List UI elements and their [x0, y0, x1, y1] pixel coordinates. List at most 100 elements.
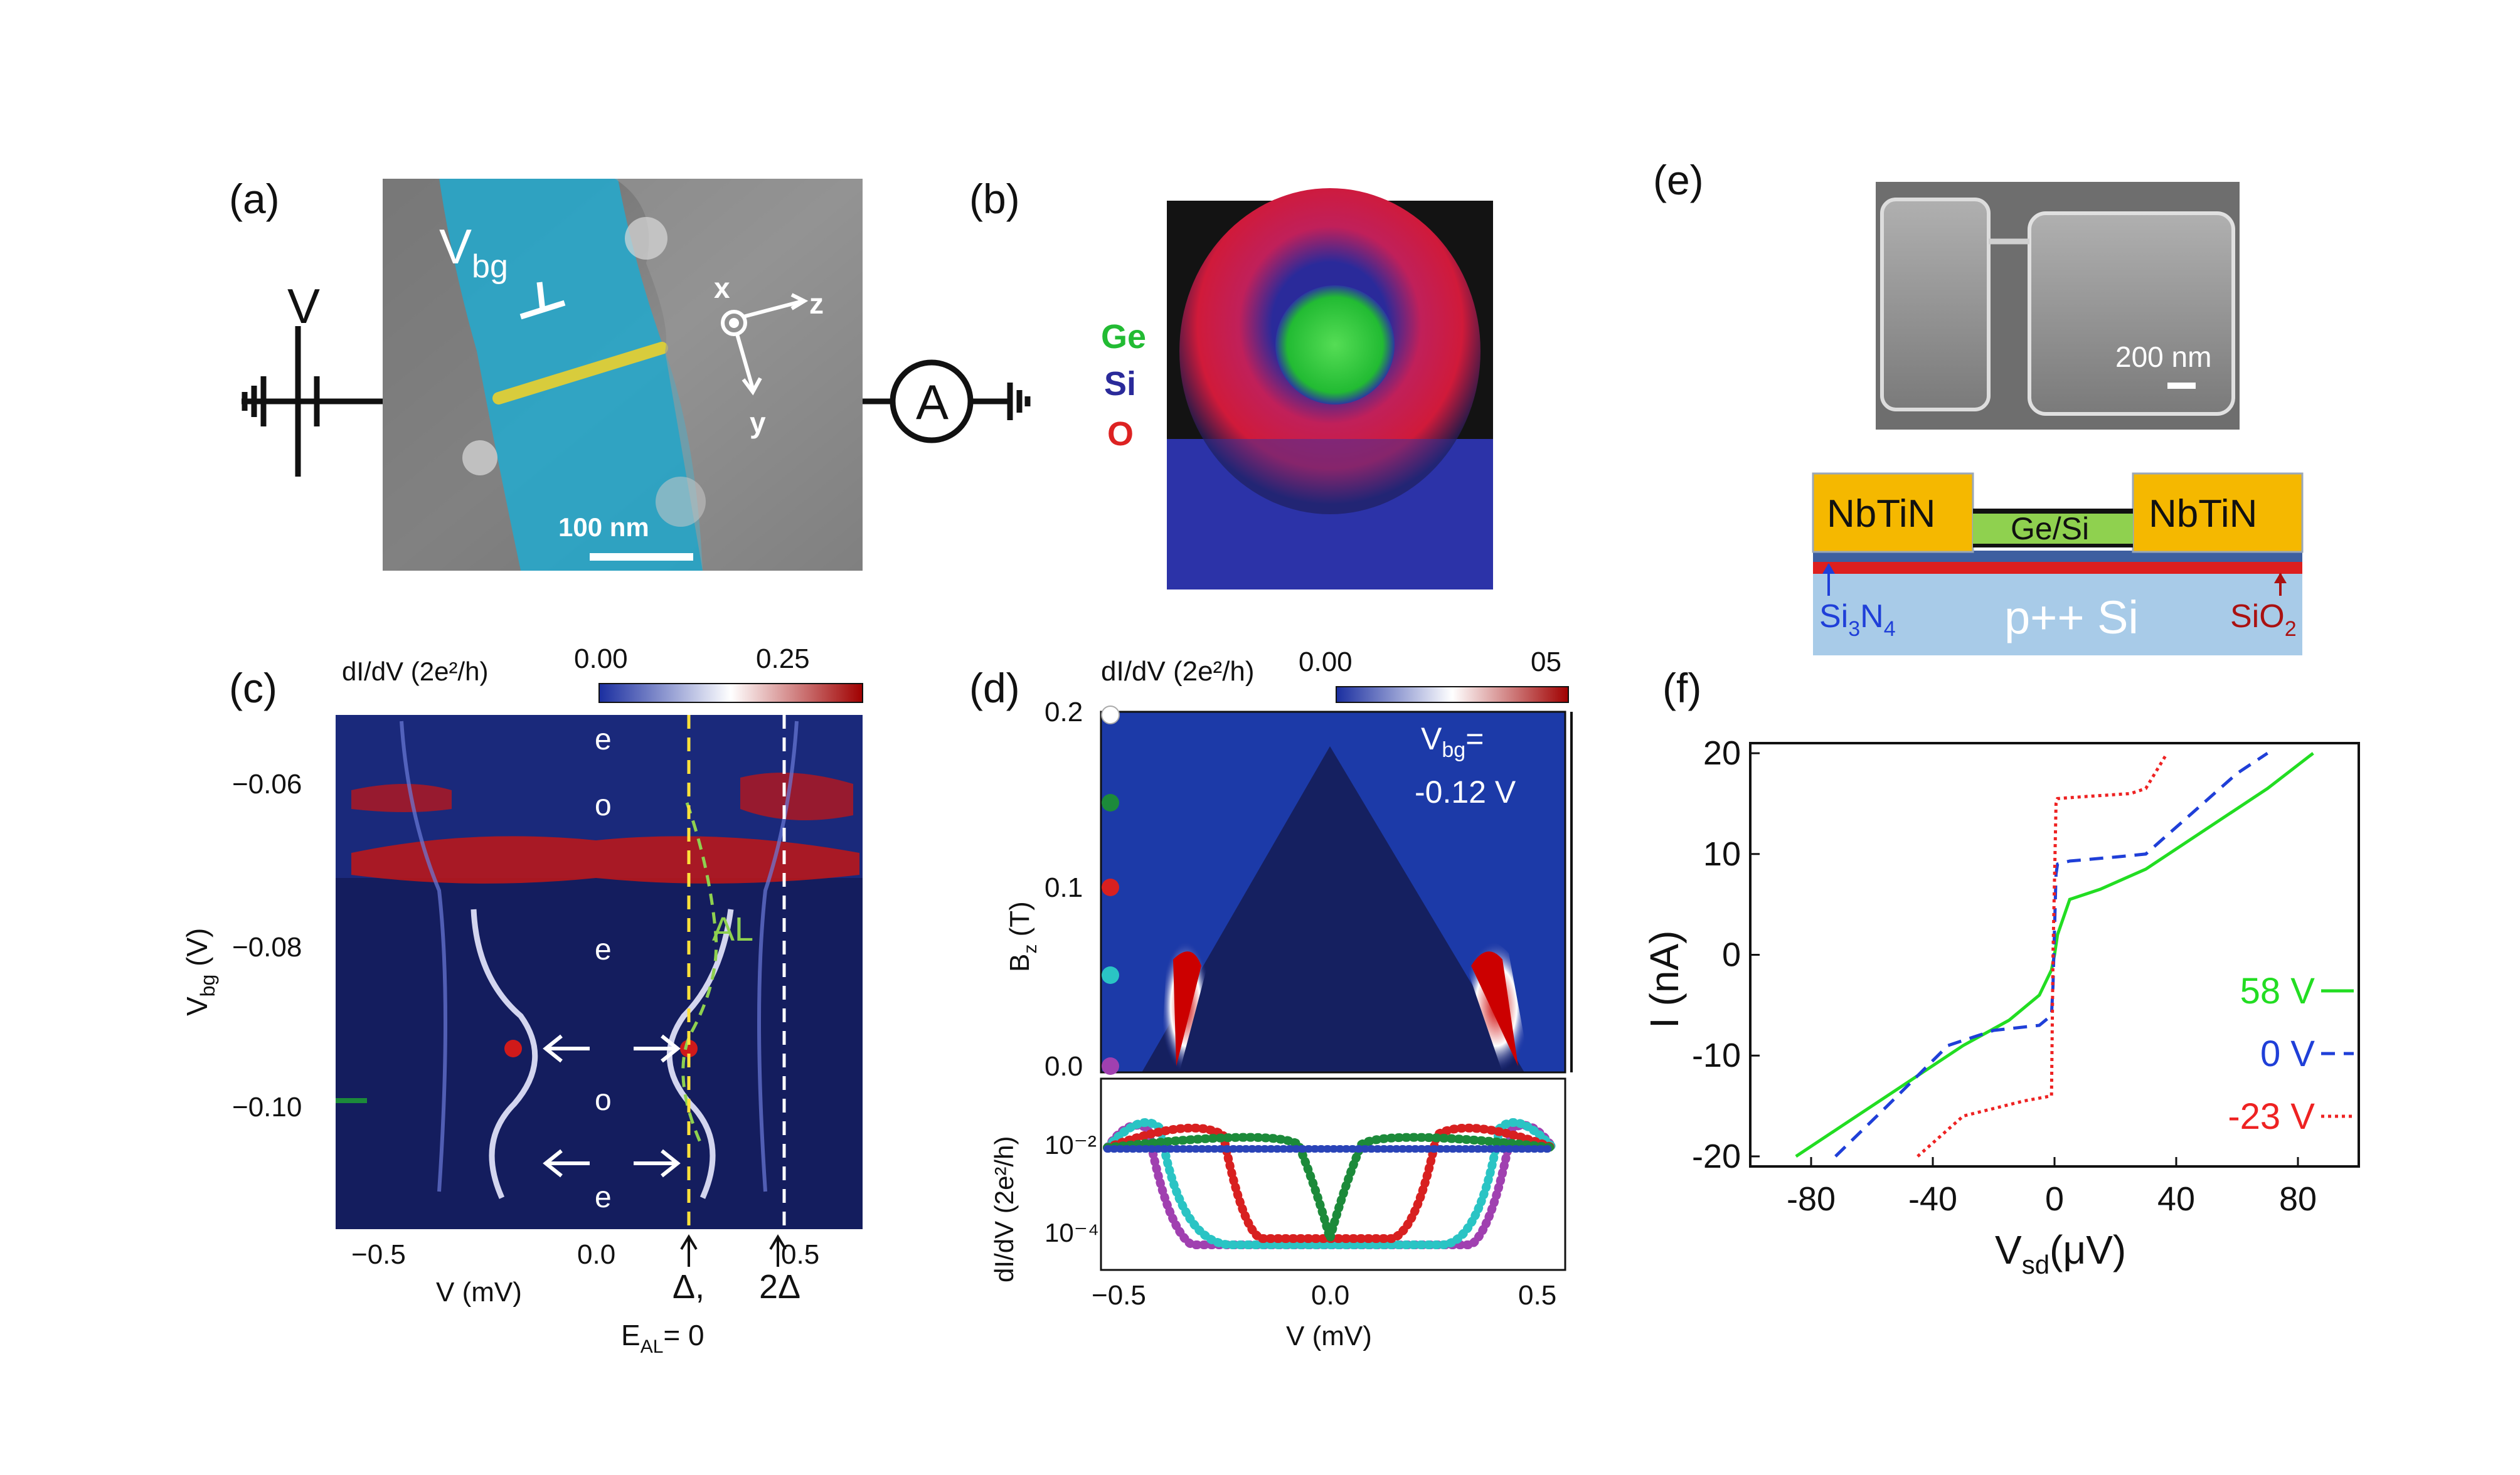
- xlabel-d: V (mV): [1286, 1321, 1372, 1351]
- heatmap-d: [1100, 711, 1573, 1074]
- state-label-4: o: [595, 1084, 612, 1117]
- sio2-label: SiO2: [2230, 598, 2297, 641]
- ytick-c-2: −0.08: [232, 932, 302, 963]
- vbg-label-a: V: [439, 219, 472, 274]
- panel-label-d: (d): [969, 665, 1020, 711]
- colorbar-c: [598, 683, 863, 703]
- legend-label-2: 0 V: [2260, 1034, 2315, 1074]
- colorbar-max-d: 05: [1531, 647, 1561, 677]
- ylabel-lower-d: dI/dV (2e²/h): [989, 1136, 1019, 1282]
- panel-a: (a) Vbg x z y 100 nm: [229, 176, 1031, 571]
- x-ticks-c: −0.5 0.0 0.5: [351, 1239, 819, 1270]
- marker-dot-1: [1101, 706, 1120, 724]
- scalebar-label-a: 100 nm: [558, 512, 649, 542]
- panel-f: (f) -80 -40 0 40 80 20 10 0 -10 -20 I (nA) Vsd(μV…: [1642, 665, 2360, 1279]
- ytick-lower-1: 10⁻²: [1045, 1130, 1097, 1160]
- contact-right: NbTiN: [2149, 492, 2257, 536]
- axis-z-label: z: [809, 287, 824, 320]
- axis-y-label: y: [750, 406, 766, 439]
- marker-dot-3: [1102, 879, 1119, 896]
- y-ticks-d: 0.2 0.1 0.0: [1045, 697, 1083, 1082]
- xtick-c-3: 0.5: [781, 1239, 819, 1270]
- ytick-d-3: 0.0: [1045, 1051, 1083, 1082]
- scalebar-label-e: 200 nm: [2115, 341, 2211, 373]
- xtick-d-3: 0.5: [1518, 1280, 1556, 1311]
- xtick-label-f: -80: [1787, 1180, 1836, 1218]
- ylabel-c: Vbg (V): [181, 928, 219, 1016]
- al-label: AL: [712, 911, 753, 948]
- lower-y-ticks-d: 10⁻² 10⁻⁴: [1045, 1130, 1099, 1247]
- colorbar-title-c: dI/dV (2e²/h): [342, 657, 488, 686]
- xlabel-c: V (mV): [436, 1277, 522, 1308]
- panel-label-c: (c): [229, 665, 277, 711]
- panel-label-f: (f): [1662, 665, 1701, 711]
- state-label-3: e: [595, 933, 612, 966]
- ytick-label-f: 20: [1703, 734, 1741, 772]
- legend-label-3: -23 V: [2228, 1096, 2315, 1137]
- ytick-d-1: 0.2: [1045, 697, 1083, 727]
- ytick-label-f: -10: [1692, 1037, 1741, 1074]
- ytick-c-1: −0.06: [232, 769, 302, 800]
- xtick-c-1: −0.5: [351, 1239, 406, 1270]
- ytick-d-2: 0.1: [1045, 872, 1083, 903]
- device-cross-section: [1812, 472, 2304, 655]
- heatmap-c: [336, 715, 863, 1229]
- xtick-label-f: -40: [1908, 1180, 1957, 1218]
- panel-e: (e) 200 nm NbTiN NbTiN Ge/Si Si3N4 p++ S…: [1653, 157, 2304, 655]
- colorbar-max-c: 0.25: [756, 643, 810, 674]
- ammeter-symbol: [863, 359, 1031, 443]
- legend-o: O: [1107, 415, 1134, 453]
- panel-label-b: (b): [969, 176, 1020, 222]
- marker-dot-5: [1102, 1057, 1119, 1075]
- gate-symbol: [519, 282, 566, 320]
- marker-dot-2: [1102, 794, 1119, 812]
- sem-image-e: [1876, 182, 2240, 430]
- xtick-c-2: 0.0: [577, 1239, 615, 1270]
- marker-dot-4: [1102, 966, 1119, 984]
- panel-c: (c) dI/dV (2e²/h) 0.00 0.25: [181, 643, 863, 1357]
- axis-x-label: x: [714, 272, 730, 304]
- chart-series-f: [1795, 752, 2314, 1158]
- ytick-label-f: 0: [1722, 936, 1741, 974]
- colorbar-d: [1336, 686, 1569, 703]
- xtick-label-f: 80: [2279, 1180, 2317, 1218]
- marker-dots: [1101, 706, 1120, 1075]
- coordinate-axes-icon: [721, 293, 809, 396]
- panel-label-a: (a): [229, 176, 280, 222]
- battery-symbol: [242, 326, 383, 477]
- contact-left: NbTiN: [1827, 492, 1935, 536]
- state-label-1: e: [595, 723, 612, 756]
- two-delta-label: 2Δ: [759, 1268, 800, 1306]
- delta-label: Δ,: [673, 1268, 704, 1306]
- chart-legend-f: 58 V 0 V -23 V: [2228, 971, 2354, 1137]
- x-ticks-d: −0.5 0.0 0.5: [1092, 1280, 1556, 1311]
- ylabel-d: Bz (T): [1004, 901, 1041, 972]
- eds-map: [1167, 188, 1493, 589]
- panel-b: (b) Ge Si O: [969, 176, 1493, 589]
- ylabel-f: I (nA): [1642, 931, 1687, 1028]
- vbg-label-d: Vbg=: [1421, 721, 1484, 762]
- battery-label: V: [287, 278, 320, 334]
- chart-ticks-f: -80 -40 0 40 80 20 10 0 -10 -20: [1692, 734, 2317, 1218]
- xtick-label-f: 40: [2157, 1180, 2195, 1218]
- legend-ge: Ge: [1101, 318, 1146, 356]
- eal-label: EAL= 0: [621, 1319, 704, 1357]
- legend-si: Si: [1104, 365, 1136, 403]
- svg-text:Vbg: Vbg: [439, 219, 508, 285]
- vbg-value-d: -0.12 V: [1415, 775, 1516, 810]
- y-ticks-c: −0.06 −0.08 −0.10: [232, 769, 302, 1123]
- state-label-2: o: [595, 789, 612, 822]
- colorbar-min-c: 0.00: [574, 643, 628, 674]
- ytick-label-f: -20: [1692, 1138, 1741, 1175]
- xtick-d-2: 0.0: [1311, 1280, 1349, 1311]
- state-label-5: e: [595, 1181, 612, 1214]
- ammeter-label: A: [916, 374, 949, 430]
- ytick-lower-2: 10⁻⁴: [1045, 1218, 1099, 1247]
- ytick-c-3: −0.10: [232, 1092, 302, 1123]
- ytick-label-f: 10: [1703, 835, 1741, 873]
- wire-layer-label: Ge/Si: [2011, 511, 2089, 546]
- xtick-d-1: −0.5: [1092, 1280, 1146, 1311]
- xlabel-f: Vsd(μV): [1995, 1227, 2126, 1279]
- si3n4-label: Si3N4: [1819, 598, 1896, 641]
- legend-label-1: 58 V: [2240, 971, 2315, 1012]
